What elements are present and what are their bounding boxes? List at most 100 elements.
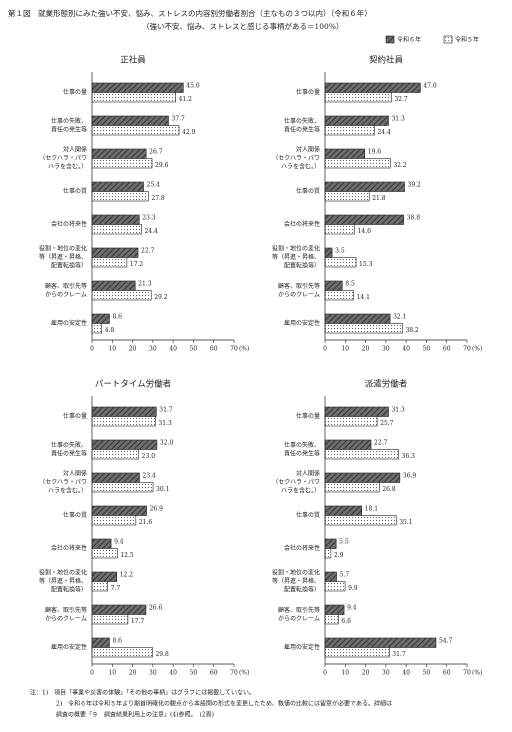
value-label: 26.6 (149, 604, 163, 611)
bar (91, 439, 158, 450)
category-label: 責任の発生等 (51, 125, 87, 133)
category-label: 仕事の量 (296, 412, 320, 420)
panel-title: 契約社員 (369, 55, 404, 66)
note: 調査の概要「９ 調査結果利用上の注意」(4)参照。 (2頁) (56, 711, 214, 719)
x-tick-label: 20 (129, 346, 137, 353)
category-label: 雇用の安定性 (51, 319, 87, 327)
bar (91, 82, 184, 93)
bar (91, 181, 144, 192)
category-label: 会社の将来性 (284, 220, 320, 228)
bar (91, 571, 118, 582)
bar (91, 125, 180, 136)
bar (324, 125, 375, 136)
bar (324, 604, 345, 615)
category-label: 配置転換等） (284, 586, 320, 594)
bar (324, 82, 421, 93)
x-tick-label: 30 (382, 670, 390, 677)
bar (91, 581, 108, 592)
value-label: 35.1 (399, 519, 412, 526)
x-tick-label: 10 (341, 346, 349, 353)
category-label: 雇用の安定性 (51, 643, 87, 651)
x-tick-label: 40 (169, 346, 177, 353)
category-label: 顧客、取引先等 (45, 606, 87, 614)
category-label: 配置転換等） (51, 586, 87, 594)
value-label: 9.4 (114, 538, 124, 545)
value-label: 25.7 (380, 420, 394, 427)
bar (324, 181, 405, 192)
category-label: 責任の発生等 (284, 449, 320, 457)
bar (91, 604, 147, 615)
x-tick-label: 10 (108, 670, 116, 677)
x-tick-label: 10 (108, 346, 116, 353)
bar (324, 614, 339, 625)
value-label: 41.2 (179, 96, 193, 103)
category-label: 会社の将来性 (284, 544, 320, 552)
category-label: 仕事の量 (63, 88, 87, 96)
category-label: 顧客、取引先等 (278, 282, 320, 290)
category-label: ハラを含む。） (48, 163, 87, 171)
category-label: 雇用の安定性 (284, 643, 320, 651)
category-label: 対人関係 (296, 470, 320, 478)
bar (91, 538, 112, 549)
category-label: 会社の将来性 (51, 220, 87, 228)
legend-label: 令和５年 (455, 36, 479, 44)
bar (91, 416, 156, 427)
x-tick-label: 60 (210, 346, 218, 353)
bar (91, 115, 169, 126)
value-label: 23.0 (142, 453, 156, 460)
category-label: （セクハラ・パワ (39, 155, 87, 162)
value-label: 29.8 (155, 651, 169, 658)
value-label: 8.6 (112, 637, 122, 644)
bar (91, 449, 139, 460)
bar (324, 449, 399, 460)
value-label: 54.7 (439, 637, 453, 644)
subtitle: （強い不安、悩み、ストレスと感じる事柄がある＝100%） (142, 21, 343, 31)
value-label: 38.8 (407, 214, 421, 221)
bar (324, 416, 378, 427)
category-label: 責任の発生等 (51, 449, 87, 457)
bar (324, 158, 391, 169)
value-label: 18.1 (365, 505, 378, 512)
category-label: 雇用の安定性 (284, 319, 320, 327)
category-label: 等（昇進・昇格、 (39, 253, 87, 261)
category-label: 配置転換等） (51, 262, 87, 270)
bar (324, 482, 380, 493)
category-label: 仕事の失敗、 (284, 117, 320, 125)
bar (91, 313, 110, 324)
value-label: 5.5 (339, 538, 349, 545)
category-label: 役割・地位の変化 (272, 569, 320, 577)
value-label: 32.1 (393, 313, 406, 320)
bar (324, 313, 391, 324)
value-label: 39.2 (408, 181, 422, 188)
x-tick-label: 60 (210, 670, 218, 677)
bar (91, 482, 154, 493)
value-label: 24.4 (377, 129, 391, 136)
value-label: 24.4 (144, 228, 158, 235)
x-tick-label: 30 (149, 346, 157, 353)
value-label: 5.7 (340, 571, 350, 578)
panel-title: 正社員 (120, 55, 146, 66)
bar (324, 148, 366, 159)
category-label: 顧客、取引先等 (45, 282, 87, 290)
category-label: 顧客、取引先等 (278, 606, 320, 614)
bar (91, 224, 142, 235)
value-label: 38.2 (405, 327, 419, 334)
x-tick-label: 20 (362, 346, 370, 353)
value-label: 26.8 (382, 486, 396, 493)
category-label: 仕事の質 (63, 187, 87, 195)
x-tick-label: 40 (402, 670, 410, 677)
value-label: 47.0 (423, 82, 437, 89)
x-tick-label: 70 (230, 670, 238, 677)
x-tick-label: 30 (382, 346, 390, 353)
value-label: 21.6 (139, 519, 153, 526)
bar (324, 538, 337, 549)
value-label: 31.3 (158, 420, 172, 427)
bar (91, 280, 136, 291)
legend-swatch (385, 35, 395, 44)
category-label: （セクハラ・パワ (272, 155, 320, 162)
bar (324, 214, 405, 225)
x-tick-label: 50 (423, 346, 431, 353)
category-label: 役割・地位の変化 (39, 245, 87, 253)
category-label: 仕事の量 (296, 88, 320, 96)
